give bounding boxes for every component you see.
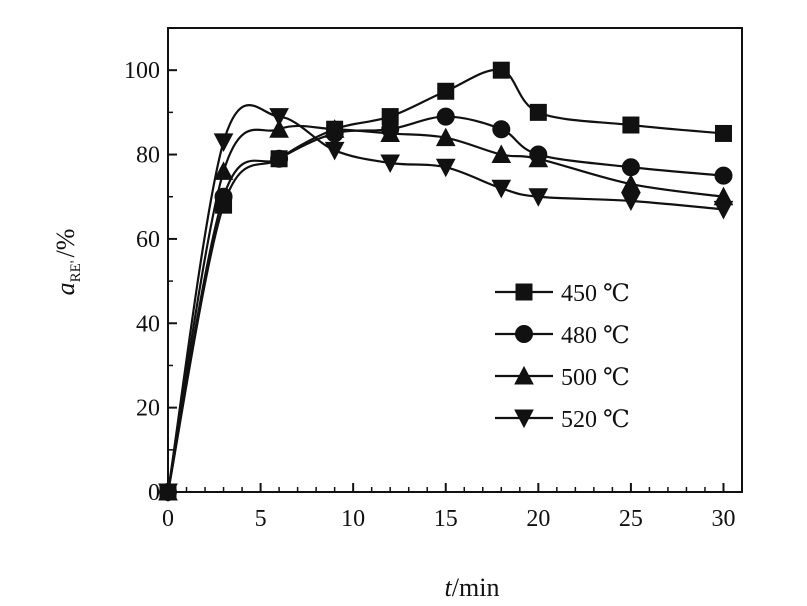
series-line-3 (166, 124, 724, 493)
x-tick-label: 5 (255, 506, 267, 532)
data-point-1 (714, 124, 732, 142)
legend-marker (514, 409, 534, 429)
legend-label: 480 ℃ (561, 323, 630, 349)
y-tick-label: 80 (136, 143, 160, 169)
data-point-4 (380, 154, 401, 174)
data-point-4 (491, 179, 512, 199)
plot-frame (167, 27, 743, 493)
legend-marker (515, 283, 533, 301)
x-tick-label: 15 (434, 506, 458, 532)
data-point-2 (714, 166, 733, 185)
data-point-3 (380, 123, 401, 142)
axis-ticks: 0 5 10 15 20 25 30 0 20 40 60 80 100 (124, 27, 735, 532)
data-point-4 (621, 192, 641, 212)
data-point-4 (269, 108, 289, 127)
data-point-4 (435, 158, 456, 178)
legend: 450 ℃ 480 ℃ 500 ℃ 520 ℃ (495, 281, 630, 433)
data-point-3 (528, 148, 549, 168)
data-point-4 (528, 188, 549, 207)
y-tick-label: 100 (124, 58, 160, 84)
data-point-3 (213, 161, 234, 180)
data-point-2 (214, 187, 233, 206)
x-tick-label: 20 (526, 506, 550, 532)
legend-label: 500 ℃ (561, 365, 630, 391)
x-tick-label: 0 (162, 506, 174, 532)
x-tick-label: 25 (619, 506, 643, 532)
data-point-4 (713, 200, 734, 220)
data-point-1 (437, 82, 455, 100)
x-axis-label: t/min (445, 573, 500, 602)
legend-label: 450 ℃ (561, 281, 630, 307)
series-markers (158, 61, 734, 503)
data-point-4 (213, 133, 234, 152)
data-point-3 (491, 144, 512, 164)
data-point-3 (621, 174, 641, 193)
x-tick-label: 30 (711, 506, 735, 532)
data-point-3 (269, 119, 289, 138)
data-point-1 (529, 103, 547, 121)
data-point-2 (436, 107, 455, 126)
data-point-4 (158, 483, 178, 503)
y-tick-label: 0 (148, 480, 160, 506)
data-point-3 (435, 127, 456, 147)
y-tick-label: 60 (136, 227, 160, 253)
data-point-4 (324, 141, 345, 161)
legend-marker (514, 365, 534, 385)
data-point-1 (492, 61, 510, 79)
legend-label: 520 ℃ (561, 407, 630, 433)
x-tick-label: 10 (341, 506, 365, 532)
y-tick-label: 20 (136, 396, 160, 422)
data-point-2 (492, 120, 511, 139)
y-axis-label: aRE'/% (51, 229, 84, 296)
y-tick-label: 40 (136, 311, 160, 337)
data-point-1 (622, 116, 640, 134)
data-point-2 (621, 158, 640, 177)
data-point-3 (324, 119, 345, 138)
data-point-2 (270, 149, 289, 168)
legend-marker (515, 325, 533, 343)
